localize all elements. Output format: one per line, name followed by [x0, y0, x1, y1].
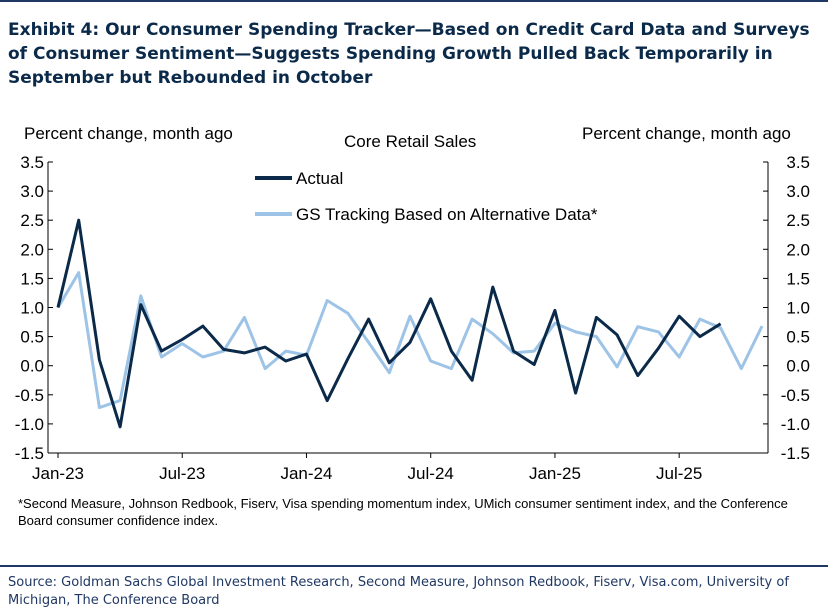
right-y-tick-label: -1.5	[781, 444, 810, 463]
x-tick-label: Jan-23	[32, 464, 84, 480]
x-tick-label: Jul-23	[159, 464, 205, 480]
x-tick-label: Jan-24	[280, 464, 332, 480]
top-rule	[0, 0, 828, 2]
left-y-tick-label: 3.0	[20, 182, 44, 201]
left-y-tick-label: 1.5	[20, 269, 44, 288]
right-y-tick-label: 1.5	[786, 269, 810, 288]
right-axis-title: Percent change, month ago	[582, 124, 791, 143]
left-y-tick-label: 0.5	[20, 328, 44, 347]
left-axis-title: Percent change, month ago	[24, 124, 233, 143]
right-y-tick-label: 0.0	[786, 357, 810, 376]
left-y-tick-label: 0.0	[20, 357, 44, 376]
source-note: Source: Goldman Sachs Global Investment …	[8, 575, 789, 608]
x-tick-label: Jul-25	[656, 464, 702, 480]
core-retail-sales-chart: -1.5 -1.5 -1.0 -1.0 -0.5 -0.5 0.0 0.0 0.5 0.5 1.0 1…	[15, 153, 810, 480]
right-y-tick-label: -1.0	[781, 415, 810, 434]
actual-series-line	[56, 218, 722, 429]
x-tick-label: Jul-24	[408, 464, 454, 480]
right-y-tick-label: 3.5	[786, 153, 810, 172]
left-y-tick-label: 3.5	[20, 153, 44, 172]
legend-tracking-label: GS Tracking Based on Alternative Data*	[296, 205, 598, 224]
exhibit-title: Exhibit 4: Our Consumer Spending Tracker…	[8, 20, 810, 88]
axes-group: -1.5 -1.5 -1.0 -1.0 -0.5 -0.5 0.0 0.0 0.5 0.5 1.0 1…	[15, 153, 810, 480]
legend: Actual GS Tracking Based on Alternative D…	[255, 169, 598, 224]
left-y-tick-label: -1.0	[15, 415, 44, 434]
right-y-tick-label: 2.5	[786, 211, 810, 230]
right-y-tick-label: 3.0	[786, 182, 810, 201]
chart-title: Core Retail Sales	[344, 132, 477, 151]
right-y-tick-label: 2.0	[786, 240, 810, 259]
left-y-tick-label: -1.5	[15, 444, 44, 463]
left-y-tick-label: -0.5	[15, 386, 44, 405]
right-y-tick-label: 0.5	[786, 328, 810, 347]
left-y-tick-label: 1.0	[20, 299, 44, 318]
footnote: *Second Measure, Johnson Redbook, Fiserv…	[18, 496, 788, 528]
left-y-tick-label: 2.5	[20, 211, 44, 230]
legend-actual-label: Actual	[296, 169, 343, 188]
source-rule	[0, 565, 828, 567]
x-tick-label: Jan-25	[529, 464, 581, 480]
right-y-tick-label: -0.5	[781, 386, 810, 405]
tracking-series-line	[56, 271, 764, 410]
right-y-tick-label: 1.0	[786, 299, 810, 318]
left-y-tick-label: 2.0	[20, 240, 44, 259]
series-lines-group	[56, 218, 764, 429]
